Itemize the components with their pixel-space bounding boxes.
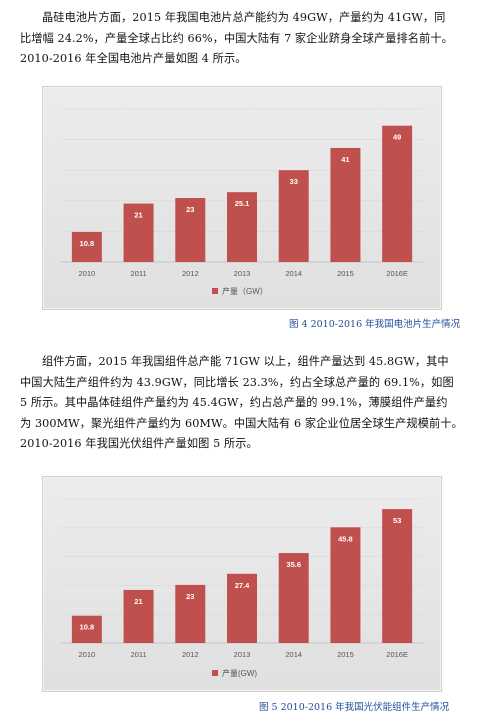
x-tick-label: 2013 (234, 269, 251, 278)
figure-caption: 图 5 2010-2016 年我国光伏能组件生产情况 (259, 702, 450, 713)
bar (382, 509, 413, 643)
bar-value-label: 25.1 (235, 199, 250, 208)
text-line: 组件方面，2015 年我国组件总产能 71GW 以上，组件产量达到 45.8GW… (42, 355, 449, 368)
bar-value-label: 23 (186, 592, 194, 601)
bar (71, 231, 102, 262)
chart-module-production: 10.8 2010 21 2011 23 2012 27.4 2013 35.6 2014 45.8… (42, 476, 442, 692)
legend-swatch (212, 288, 218, 294)
figure-caption: 图 4 2010-2016 年我国电池片生产情况 (289, 319, 461, 330)
x-tick-label: 2010 (79, 650, 96, 659)
legend-label: 产量(GW) (222, 668, 257, 678)
bar (71, 615, 102, 643)
x-tick-label: 2016E (386, 269, 408, 278)
bar-value-label: 21 (134, 211, 142, 220)
bar (382, 125, 413, 262)
bar-value-label: 33 (290, 177, 298, 186)
chart-cell-production: 10.8 2010 21 2011 23 2012 25.1 2013 33 2014 41 2015… (42, 86, 442, 310)
bar (278, 170, 309, 262)
text-line: 比增幅 24.2%，产量全球占比约 66%，中国大陆有 7 家企业跻身全球产量排… (20, 31, 453, 45)
text-line: 2010-2016 年我国光伏组件产量如图 5 所示。 (20, 437, 258, 450)
x-tick-label: 2011 (131, 269, 147, 278)
x-tick-label: 2011 (131, 650, 147, 659)
legend-swatch (212, 670, 218, 676)
x-tick-label: 2013 (234, 650, 251, 659)
x-tick-label: 2014 (285, 650, 302, 659)
bar-value-label: 49 (393, 133, 401, 142)
text-line: 为 300MW，聚光组件产量约为 60MW。中国大陆有 6 家企业位居全球生产规… (20, 416, 463, 430)
bar (330, 147, 361, 262)
bar-value-label: 45.8 (338, 534, 353, 543)
x-tick-label: 2014 (285, 269, 302, 278)
bar (227, 192, 257, 262)
x-tick-label: 2015 (337, 650, 354, 659)
bar-value-label: 10.8 (80, 623, 95, 632)
bar (227, 573, 257, 643)
x-tick-label: 2015 (337, 269, 354, 278)
x-tick-label: 2016E (386, 650, 408, 659)
bar-value-label: 53 (393, 516, 401, 525)
bar (175, 584, 206, 643)
text-line: 中国大陆生产组件约为 43.9GW，同比增长 23.3%，约占全球总产量的 69… (20, 375, 454, 389)
x-tick-label: 2012 (182, 650, 199, 659)
bar-value-label: 23 (186, 205, 194, 214)
bar-value-label: 27.4 (235, 581, 250, 590)
text-line: 5 所示。其中晶体硅组件产量约为 45.4GW，约占总产量的 99.1%，薄膜组… (20, 396, 448, 409)
bar (175, 198, 206, 262)
bar-value-label: 35.6 (286, 560, 301, 569)
text-line: 2010-2016 年全国电池片产量如图 4 所示。 (20, 52, 247, 65)
x-tick-label: 2010 (79, 269, 96, 278)
bar-value-label: 10.8 (80, 239, 95, 248)
text-line: 晶硅电池片方面，2015 年我国电池片总产能约为 49GW，产量约为 41GW，… (42, 11, 446, 24)
paragraph-cell-production: 晶硅电池片方面，2015 年我国电池片总产能约为 49GW，产量约为 41GW，… (20, 8, 466, 70)
bar (123, 203, 154, 262)
legend-label: 产量（GW） (222, 286, 268, 296)
paragraph-module-production: 组件方面，2015 年我国组件总产能 71GW 以上，组件产量达到 45.8GW… (20, 352, 466, 455)
bar-value-label: 41 (341, 155, 349, 164)
bar-value-label: 21 (134, 597, 142, 606)
bar-chart-svg: 10.8 2010 21 2011 23 2012 25.1 2013 33 2014 41 2015… (61, 108, 423, 296)
bar-chart-svg: 10.8 2010 21 2011 23 2012 27.4 2013 35.6 2014 45.8… (61, 498, 423, 678)
bar (123, 589, 154, 643)
bar (330, 527, 361, 643)
x-tick-label: 2012 (182, 269, 199, 278)
bar (278, 553, 309, 643)
